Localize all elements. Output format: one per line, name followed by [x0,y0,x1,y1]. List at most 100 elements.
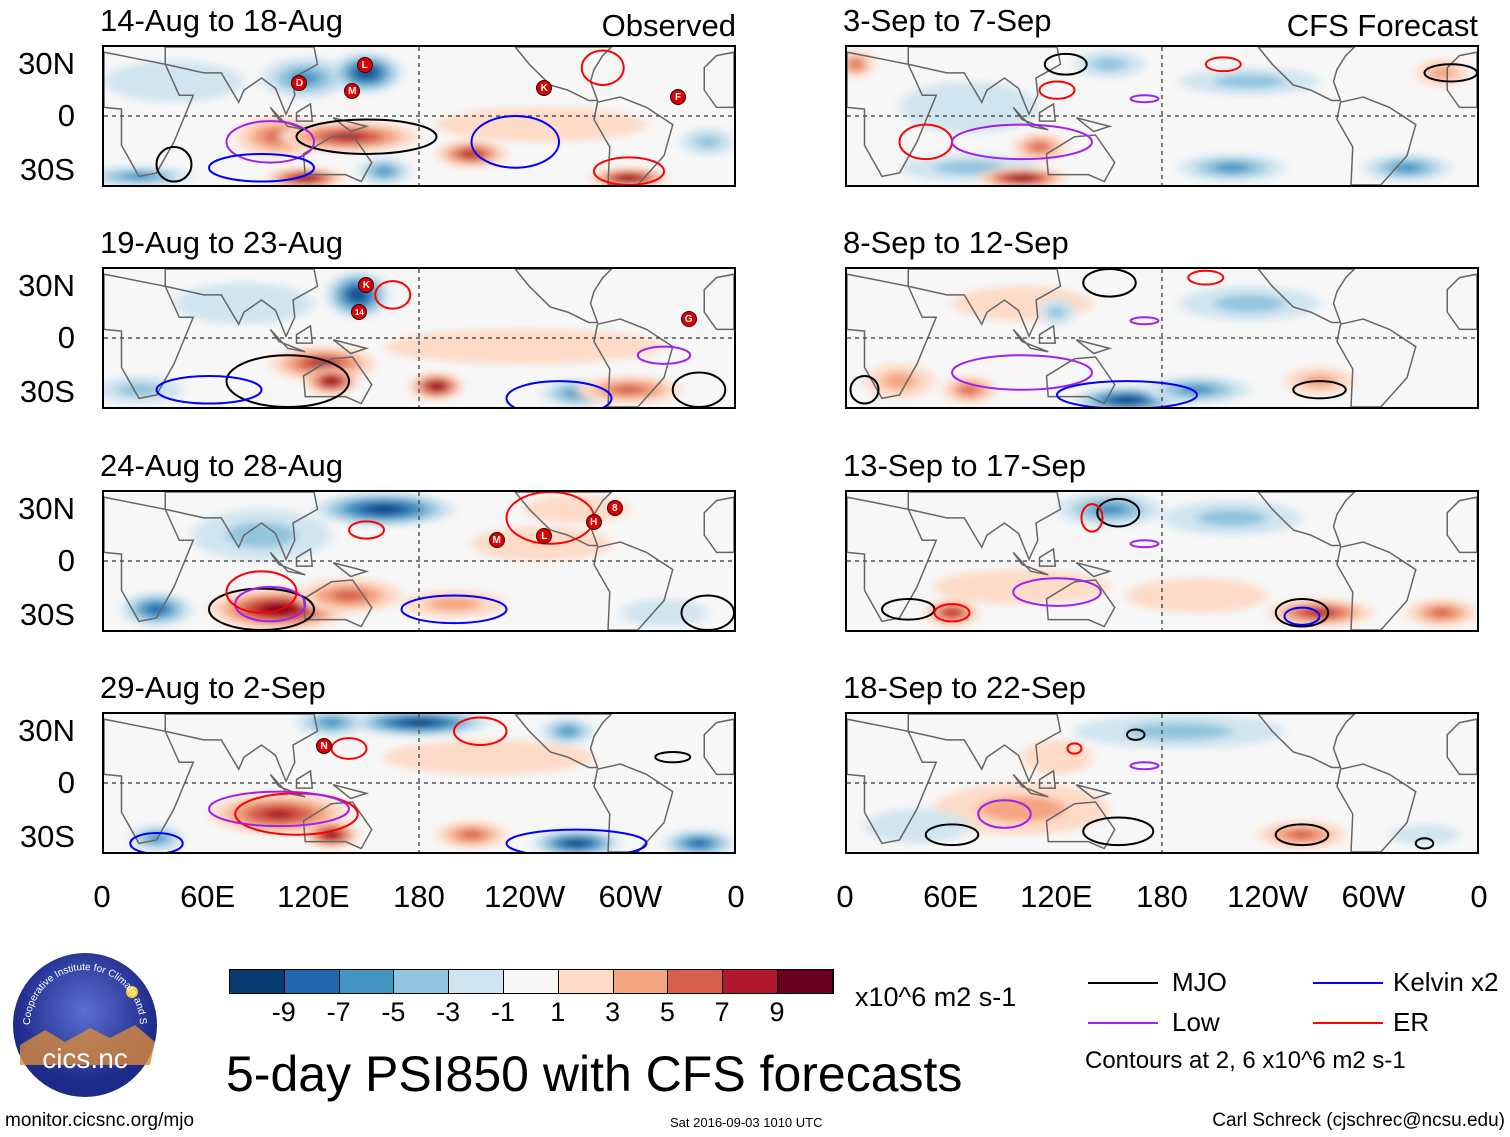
coastline [104,52,193,176]
anomaly-blob [1092,57,1127,72]
anomaly-blob [384,739,594,775]
lat-label: 30N [18,491,75,526]
tropical-cyclone-icon: M [344,83,361,100]
anomaly-blob [1306,609,1333,617]
coastline [908,714,1060,781]
kelvin-contour [1057,381,1197,407]
tropical-cyclone-icon: F [670,88,687,105]
anomaly-blob [1013,176,1031,181]
anomaly-blob [849,59,862,69]
anomaly-blob [117,382,161,397]
panel-title: 24-Aug to 28-Aug [100,448,344,483]
colorbar-label: 7 [714,997,730,1027]
anomaly-blob [559,726,577,736]
coastline [297,771,313,788]
mjo-contour [297,119,437,154]
kelvin-contour [209,154,314,182]
coastline [304,357,372,404]
tropical-cyclone-icon: M [488,531,505,548]
coastline [1013,107,1048,129]
lon-label: 180 [1136,879,1188,914]
anomaly-blob [1197,509,1267,527]
coastline [297,104,313,121]
tropical-cyclone-icon: 14 [351,303,368,320]
coastline [1258,47,1354,100]
kelvin-contour [157,376,262,404]
coastline [333,340,366,354]
anomaly-blob [436,107,647,142]
tropical-cyclone-icon: K [358,276,375,293]
coastline [1447,52,1477,107]
panel-title: 8-Sep to 12-Sep [843,225,1069,260]
anomaly-blob [960,385,979,395]
low-contour [1013,578,1101,606]
lon-label: 120E [277,879,350,914]
anomaly-blob [934,569,1110,605]
coastline [304,135,372,182]
anomaly-blob [1287,830,1317,840]
footer-timestamp: Sat 2016-09-03 1010 UTC [670,1115,823,1130]
colorbar-swatch [339,970,395,993]
mjo-contour [1425,64,1478,81]
anomaly-blob [1030,142,1049,152]
coastline [594,97,673,185]
legend-mjo: MJO [1172,967,1227,997]
mjo-contour [1416,838,1434,848]
anomaly-blob [945,609,959,617]
lon-label: 180 [393,879,445,914]
coastline [1047,357,1115,404]
anomaly-blob [326,831,337,838]
colorbar-swatch [230,970,285,993]
panel-title: 3-Sep to 7-Sep [843,3,1052,38]
colorbar-swatch [777,970,833,993]
mjo-contour [882,599,935,620]
er-contour [1082,504,1103,532]
tropical-cyclone-icon: H [585,514,602,531]
panel-title: 13-Sep to 17-Sep [843,448,1087,483]
coastline [165,47,317,114]
coastline [515,269,611,322]
colorbar-swatch [613,970,669,993]
lon-label: 120W [1227,879,1309,914]
colorbar-label: 3 [605,997,621,1027]
mjo-contour [1276,824,1329,845]
tropical-cyclone-icon: 8 [606,499,623,516]
anomaly-blob [1214,163,1250,173]
forecast-panel [845,490,1479,632]
coastline [1040,549,1056,566]
coastline [1076,118,1109,132]
lon-label: 60E [180,879,236,914]
colorbar-swatch [503,970,559,993]
coastline [847,719,936,843]
low-contour [1131,317,1159,324]
tropical-cyclone-icon: N [316,737,333,754]
coastline [1258,269,1354,322]
anomaly-blob [351,290,365,300]
lon-label: 120W [484,879,566,914]
cics-logo: Cooperative Institute for Climate and Sa… [10,950,157,1097]
mjo-contour [673,373,726,408]
coastline [1337,764,1416,852]
tropical-cyclone-icon: G [680,310,697,327]
tropical-cyclone-icon: L [356,56,373,73]
coastline [1447,274,1477,329]
coastline [1258,714,1354,767]
legend-low: Low [1172,1007,1220,1037]
colorbar-swatch [723,970,778,993]
panel-title: 14-Aug to 18-Aug [100,3,344,38]
lat-label: 30S [19,152,75,187]
anomaly-blob [934,160,1005,175]
lon-label: 0 [93,879,111,914]
anomaly-blob [864,808,970,844]
mjo-contour [1045,54,1087,75]
lat-label: 30S [19,819,75,854]
lat-label: 30S [19,374,75,409]
coastline [908,269,1060,336]
tropical-cyclone-icon: D [291,74,308,91]
anomaly-blob [427,597,481,612]
footer-author: Carl Schreck (cjschrec@ncsu.edu) [1212,1110,1505,1131]
coastline [515,47,611,100]
footer-url[interactable]: monitor.cicsnc.org/mjo [5,1110,195,1131]
